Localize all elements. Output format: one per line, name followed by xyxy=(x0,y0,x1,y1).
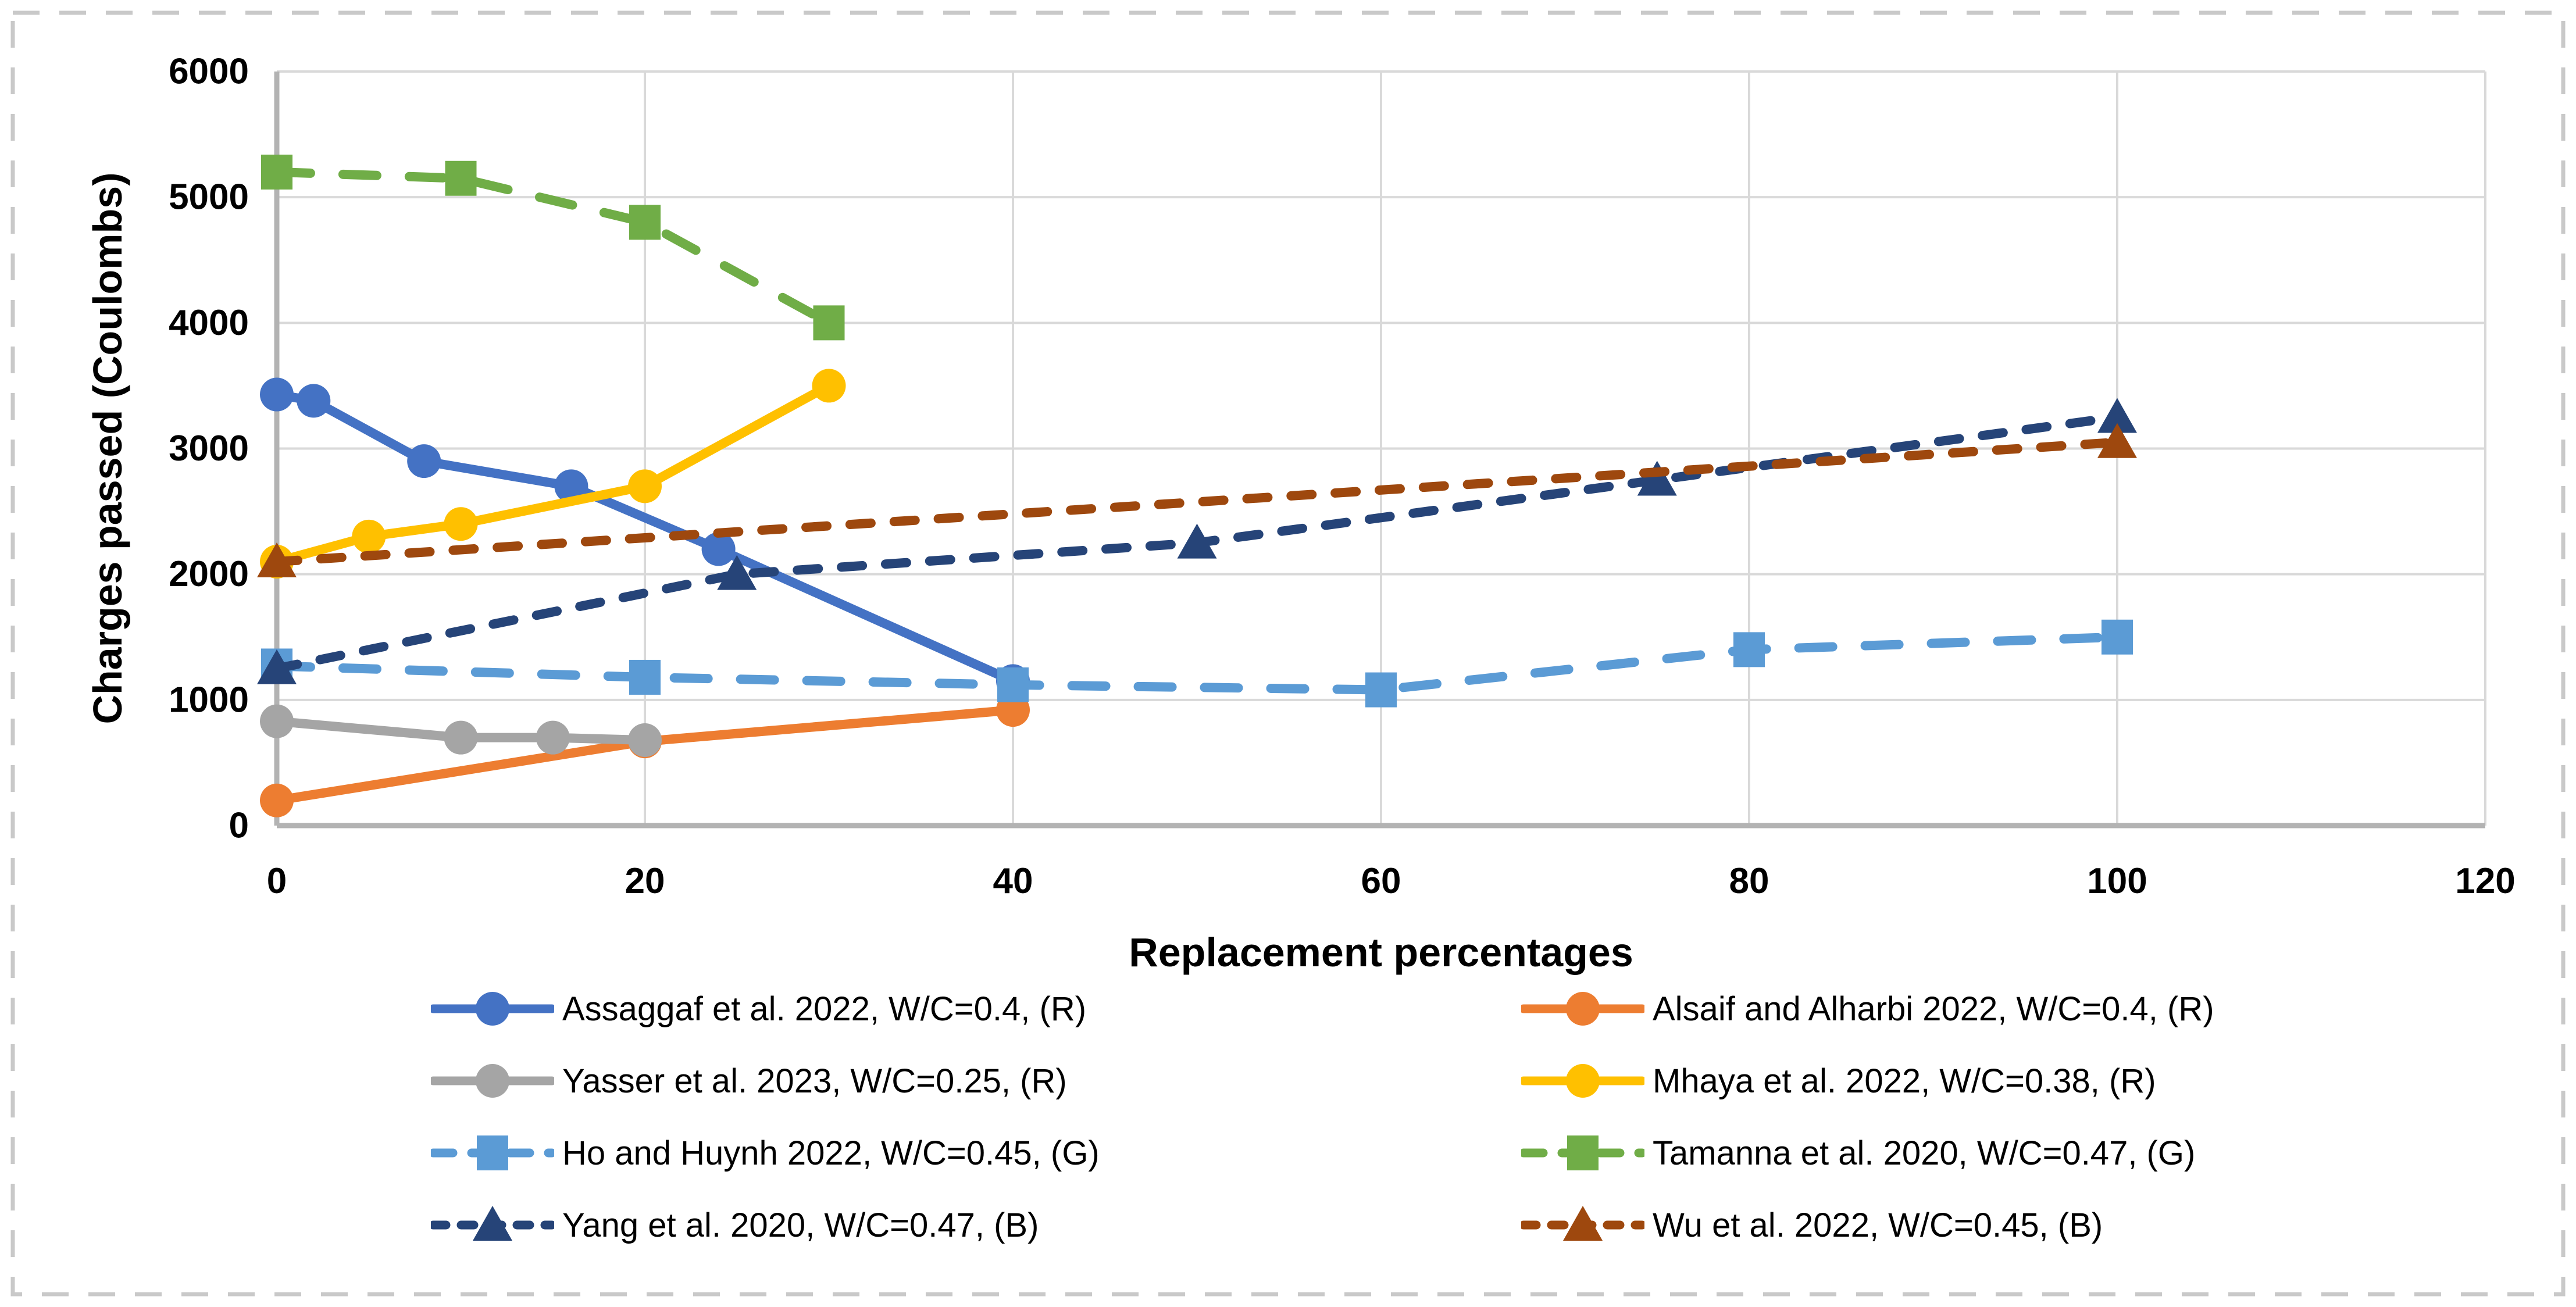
series-4 xyxy=(261,619,2133,708)
legend-key-square xyxy=(431,1135,554,1170)
data-point-marker xyxy=(1637,460,1677,496)
data-point-marker xyxy=(260,783,294,817)
data-point-marker xyxy=(628,469,662,503)
data-point-marker xyxy=(1365,672,1397,708)
x-tick-label: 120 xyxy=(2455,861,2515,901)
data-point-marker xyxy=(445,160,477,196)
legend-label: Assaggaf et al. 2022, W/C=0.4, (R) xyxy=(562,990,1087,1028)
legend-label: Mhaya et al. 2022, W/C=0.38, (R) xyxy=(1653,1062,2156,1100)
legend-item: Alsaif and Alharbi 2022, W/C=0.4, (R) xyxy=(1521,988,2214,1030)
legend-item: Assaggaf et al. 2022, W/C=0.4, (R) xyxy=(431,988,1086,1030)
x-tick-label: 60 xyxy=(1361,861,1401,901)
data-point-marker xyxy=(297,384,331,418)
y-tick-label: 0 xyxy=(229,806,249,846)
data-point-marker xyxy=(2097,423,2137,458)
data-point-marker xyxy=(629,205,661,240)
data-point-marker xyxy=(812,369,846,403)
series-2 xyxy=(260,704,662,758)
data-point-marker xyxy=(260,377,294,412)
data-point-marker xyxy=(1177,523,1217,559)
data-point-marker xyxy=(1733,632,1765,667)
x-axis-title: Replacement percentages xyxy=(1129,930,1633,975)
legend-label: Wu et al. 2022, W/C=0.45, (B) xyxy=(1653,1206,2103,1244)
x-tick-label: 100 xyxy=(2087,861,2147,901)
y-tick-label: 4000 xyxy=(169,303,249,343)
y-tick-label: 6000 xyxy=(169,52,249,92)
data-point-marker xyxy=(554,469,588,503)
data-point-marker xyxy=(444,507,478,541)
legend-key-marker xyxy=(476,1064,509,1098)
data-point-marker xyxy=(261,154,292,190)
legend-key-circle xyxy=(1521,1064,1644,1098)
legend-item: Wu et al. 2022, W/C=0.45, (B) xyxy=(1521,1204,2103,1246)
legend-item: Tamanna et al. 2020, W/C=0.47, (G) xyxy=(1521,1132,2195,1174)
legend-key-marker xyxy=(1566,1064,1600,1098)
data-point-marker xyxy=(717,555,757,590)
legend-key-circle xyxy=(431,992,554,1026)
series-7 xyxy=(257,423,2137,578)
series-line xyxy=(272,437,2122,567)
legend-item: Yasser et al. 2023, W/C=0.25, (R) xyxy=(431,1060,1067,1102)
x-tick-label: 80 xyxy=(1729,861,1769,901)
legend-label: Yasser et al. 2023, W/C=0.25, (R) xyxy=(562,1062,1067,1100)
series-5 xyxy=(261,154,845,341)
legend-key-marker xyxy=(1567,1135,1599,1170)
data-point-marker xyxy=(628,723,662,758)
data-point-marker xyxy=(352,519,386,553)
legend-label: Yang et al. 2020, W/C=0.47, (B) xyxy=(562,1206,1039,1244)
legend-label: Alsaif and Alharbi 2022, W/C=0.4, (R) xyxy=(1653,990,2214,1028)
series-6 xyxy=(257,398,2137,684)
series-line xyxy=(272,632,2122,695)
legend-item: Yang et al. 2020, W/C=0.47, (B) xyxy=(431,1204,1039,1246)
data-point-marker xyxy=(257,649,297,684)
x-tick-label: 40 xyxy=(993,861,1033,901)
legend-label: Ho and Huynh 2022, W/C=0.45, (G) xyxy=(562,1134,1100,1172)
y-tick-label: 3000 xyxy=(169,428,249,469)
legend-item: Ho and Huynh 2022, W/C=0.45, (G) xyxy=(431,1132,1100,1174)
data-point-marker xyxy=(536,720,570,755)
legend-key-marker xyxy=(476,992,509,1026)
y-axis-title: Charges passed (Coulombs) xyxy=(85,172,130,724)
legend-key-circle xyxy=(431,1064,554,1098)
legend-key-marker xyxy=(1566,992,1600,1026)
x-tick-label: 20 xyxy=(625,861,665,901)
legend-key-marker xyxy=(477,1135,508,1170)
data-point-marker xyxy=(2097,398,2137,433)
y-tick-label: 1000 xyxy=(169,680,249,720)
data-point-marker xyxy=(997,667,1029,702)
data-point-marker xyxy=(2102,619,2133,655)
data-point-marker xyxy=(813,305,845,341)
data-point-marker xyxy=(257,542,297,578)
series-line xyxy=(272,716,650,745)
data-point-marker xyxy=(701,532,736,566)
x-tick-label: 0 xyxy=(267,861,287,901)
data-point-marker xyxy=(260,704,294,738)
data-point-marker xyxy=(407,444,441,478)
legend-key-square xyxy=(1521,1135,1644,1170)
legend-key-triangle xyxy=(431,1206,554,1241)
series-line xyxy=(272,167,834,328)
legend-key-triangle xyxy=(1521,1206,1644,1241)
legend-item: Mhaya et al. 2022, W/C=0.38, (R) xyxy=(1521,1060,2156,1102)
data-point-marker xyxy=(629,659,661,695)
legend-key-marker xyxy=(473,1206,512,1241)
data-point-marker xyxy=(444,720,478,755)
legend-key-marker xyxy=(1563,1206,1603,1241)
y-tick-label: 2000 xyxy=(169,554,249,594)
figure-border xyxy=(10,10,2566,1297)
legend-key-circle xyxy=(1521,992,1644,1026)
y-tick-label: 5000 xyxy=(169,177,249,217)
legend-label: Tamanna et al. 2020, W/C=0.47, (G) xyxy=(1653,1134,2196,1172)
